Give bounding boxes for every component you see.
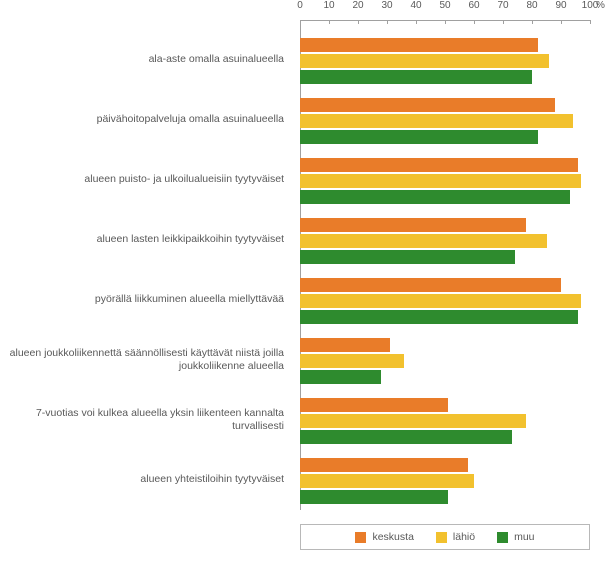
x-axis-tick-label: 20 <box>343 0 373 11</box>
x-axis-tick-label: 10 <box>314 0 344 11</box>
chart-container: 0102030405060708090100 % ala-aste omalla… <box>0 0 612 564</box>
bar-set <box>300 156 590 204</box>
legend-item: lähiö <box>436 531 475 543</box>
bar-keskusta <box>300 98 555 112</box>
x-axis-tick-label: 80 <box>517 0 547 11</box>
bar-lahio <box>300 294 581 308</box>
bar-group: pyörällä liikkuminen alueella miellyttäv… <box>0 270 612 330</box>
bar-muu <box>300 250 515 264</box>
x-axis-tick-label: 40 <box>401 0 431 11</box>
bar-muu <box>300 370 381 384</box>
x-axis-line <box>300 20 590 21</box>
x-axis-tick-label: 50 <box>430 0 460 11</box>
category-label: 7-vuotias voi kulkea alueella yksin liik… <box>0 390 292 450</box>
bar-muu <box>300 190 570 204</box>
bar-keskusta <box>300 458 468 472</box>
bar-group: alueen puisto- ja ulkoilualueisiin tyyty… <box>0 150 612 210</box>
legend-item: muu <box>497 531 534 543</box>
bar-keskusta <box>300 338 390 352</box>
bar-group: alueen joukkoliikennettä säännöllisesti … <box>0 330 612 390</box>
bar-lahio <box>300 114 573 128</box>
bar-muu <box>300 70 532 84</box>
legend-label: muu <box>514 531 534 543</box>
bar-set <box>300 276 590 324</box>
category-label: päivähoitopalveluja omalla asuinalueella <box>0 90 292 150</box>
bar-muu <box>300 310 578 324</box>
category-label: pyörällä liikkuminen alueella miellyttäv… <box>0 270 292 330</box>
bar-keskusta <box>300 38 538 52</box>
category-label: alueen joukkoliikennettä säännöllisesti … <box>0 330 292 390</box>
bar-groups: ala-aste omalla asuinalueellapäivähoitop… <box>0 30 612 510</box>
x-axis-tick-label: 90 <box>546 0 576 11</box>
bar-lahio <box>300 234 547 248</box>
bar-lahio <box>300 474 474 488</box>
bar-lahio <box>300 414 526 428</box>
bar-set <box>300 216 590 264</box>
legend-swatch <box>436 532 447 543</box>
x-axis-unit-label: % <box>596 0 605 11</box>
legend-label: lähiö <box>453 531 475 543</box>
legend-swatch <box>497 532 508 543</box>
bar-set <box>300 36 590 84</box>
bar-group: päivähoitopalveluja omalla asuinalueella <box>0 90 612 150</box>
x-axis: 0102030405060708090100 <box>300 0 590 20</box>
bar-lahio <box>300 354 404 368</box>
bar-keskusta <box>300 398 448 412</box>
category-label: ala-aste omalla asuinalueella <box>0 30 292 90</box>
x-axis-tick-label: 60 <box>459 0 489 11</box>
legend-item: keskusta <box>355 531 413 543</box>
category-label: alueen puisto- ja ulkoilualueisiin tyyty… <box>0 150 292 210</box>
bar-keskusta <box>300 278 561 292</box>
bar-set <box>300 336 590 384</box>
bar-group: alueen lasten leikkipaikkoihin tyytyväis… <box>0 210 612 270</box>
x-axis-tick-label: 70 <box>488 0 518 11</box>
x-axis-tick-label: 0 <box>285 0 315 11</box>
legend: keskusta lähiö muu <box>300 524 590 550</box>
category-label: alueen yhteistiloihin tyytyväiset <box>0 450 292 510</box>
bar-lahio <box>300 54 549 68</box>
bar-group: ala-aste omalla asuinalueella <box>0 30 612 90</box>
x-axis-tick-mark <box>590 20 591 24</box>
bar-muu <box>300 490 448 504</box>
bar-muu <box>300 130 538 144</box>
bar-lahio <box>300 174 581 188</box>
x-axis-tick-label: 30 <box>372 0 402 11</box>
bar-muu <box>300 430 512 444</box>
legend-label: keskusta <box>372 531 413 543</box>
bar-group: alueen yhteistiloihin tyytyväiset <box>0 450 612 510</box>
bar-set <box>300 96 590 144</box>
bar-set <box>300 396 590 444</box>
bar-keskusta <box>300 218 526 232</box>
bar-set <box>300 456 590 504</box>
legend-swatch <box>355 532 366 543</box>
bar-keskusta <box>300 158 578 172</box>
bar-group: 7-vuotias voi kulkea alueella yksin liik… <box>0 390 612 450</box>
category-label: alueen lasten leikkipaikkoihin tyytyväis… <box>0 210 292 270</box>
